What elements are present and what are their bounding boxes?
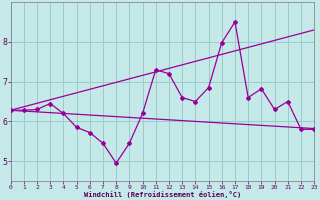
X-axis label: Windchill (Refroidissement éolien,°C): Windchill (Refroidissement éolien,°C) [84, 191, 241, 198]
